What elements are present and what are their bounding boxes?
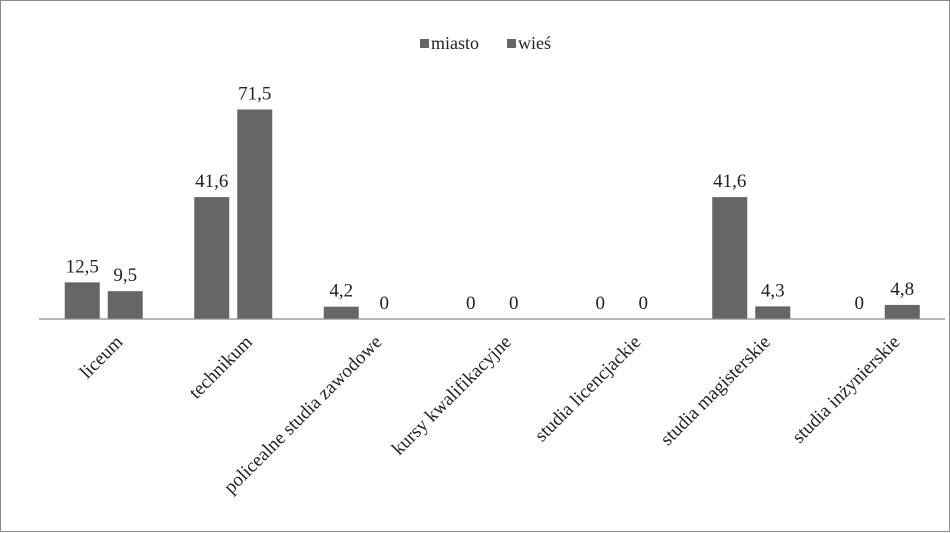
value-label-studia-magisterskie-wies: 4,3 [761,280,785,301]
legend: miasto wieś [420,33,551,53]
category-label-technikum: technikum [185,332,257,404]
bar-policealne-studia-zawodowe-miasto [323,306,359,319]
category-label-studia-inzynierskie: studia inżynierskie [788,332,904,448]
bar-studia-inzynierskie-wies [884,304,920,319]
value-label-kursy-kwalifikacyjne-wies: 0 [509,293,519,314]
value-label-policealne-studia-zawodowe-miasto: 4,2 [329,281,353,302]
bar-liceum-miasto [64,282,100,319]
bar-liceum-wies [107,291,143,319]
value-label-liceum-wies: 9,5 [113,265,137,286]
value-label-policealne-studia-zawodowe-wies: 0 [380,293,390,314]
value-label-kursy-kwalifikacyjne-miasto: 0 [466,293,476,314]
value-label-technikum-miasto: 41,6 [195,171,228,192]
bar-studia-magisterskie-miasto [712,197,748,319]
category-label-studia-licencjackie: studia licencjackie [531,332,645,446]
legend-swatch-wies [507,39,516,48]
value-label-studia-magisterskie-miasto: 41,6 [713,171,746,192]
category-label-kursy-kwalifikacyjne: kursy kwalifikacyjne [388,332,516,460]
bar-technikum-wies [237,109,273,319]
bar-technikum-miasto [194,197,230,319]
legend-label-miasto: miasto [431,33,479,53]
value-label-liceum-miasto: 12,5 [66,256,99,277]
value-labels: 12,5 9,5 41,6 71,5 4,2 0 0 0 0 0 41,6 4,3 0 4,8 [66,84,915,314]
value-label-studia-inzynierskie-miasto: 0 [855,293,865,314]
value-label-studia-licencjackie-wies: 0 [639,293,649,314]
category-label-liceum: liceum [76,332,128,384]
legend-label-wies: wieś [518,33,551,53]
bar-studia-magisterskie-wies [755,306,791,319]
value-label-technikum-wies: 71,5 [238,84,271,105]
value-label-studia-licencjackie-miasto: 0 [596,293,606,314]
category-label-studia-magisterskie: studia magisterskie [657,332,775,450]
bars [64,109,920,319]
legend-swatch-miasto [420,39,429,48]
value-label-studia-inzynierskie-wies: 4,8 [890,279,914,300]
